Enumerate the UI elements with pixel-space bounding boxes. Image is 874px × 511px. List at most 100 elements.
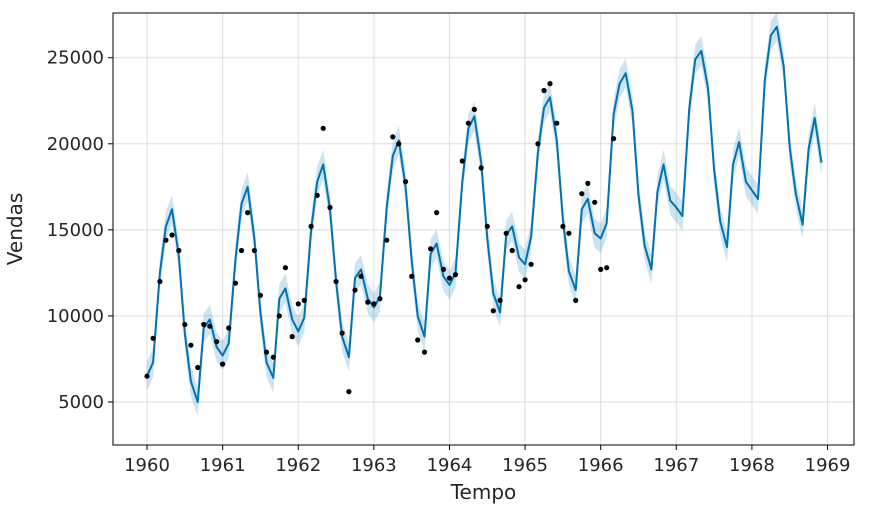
observed-point [478, 165, 484, 171]
y-tick-label: 5000 [58, 392, 104, 413]
observed-point [169, 232, 175, 238]
observed-point [579, 191, 585, 197]
observed-point [604, 265, 610, 271]
observed-point [384, 237, 390, 243]
plot-frame [112, 12, 855, 446]
y-tick-label: 25000 [47, 48, 104, 69]
observed-point [560, 223, 566, 229]
observed-point [611, 136, 617, 142]
observed-point [440, 266, 446, 272]
observed-point [214, 339, 220, 345]
observed-point [251, 247, 257, 254]
observed-point [547, 81, 553, 87]
observed-point [535, 141, 541, 147]
uncertainty-band [147, 12, 822, 417]
x-axis-label: Tempo [450, 480, 517, 504]
x-tick-label: 1969 [805, 455, 851, 476]
x-tick-label: 1963 [351, 455, 397, 476]
observed-point [409, 273, 415, 279]
observed-point [295, 301, 301, 307]
observed-point [157, 278, 163, 285]
grid-lines [113, 13, 854, 445]
observed-point [528, 261, 534, 267]
observed-point [320, 125, 326, 131]
x-tick-label: 1962 [275, 455, 321, 476]
observed-point [195, 364, 201, 371]
x-tick-label: 1967 [653, 455, 699, 476]
observed-point [585, 180, 591, 186]
observed-point [182, 321, 188, 328]
observed-point [282, 265, 288, 271]
observed-point [509, 247, 515, 254]
y-axis-label: Vendas [3, 193, 27, 265]
observed-point [566, 230, 572, 236]
observed-point [592, 199, 598, 205]
observed-point [176, 247, 182, 254]
observed-point [263, 349, 270, 355]
observed-point [541, 87, 547, 94]
x-tick-label: 1961 [200, 455, 246, 476]
x-tick-label: 1968 [729, 455, 775, 476]
observed-point [490, 308, 496, 314]
observed-point [314, 192, 320, 198]
observed-point [207, 323, 213, 329]
x-tick-label: 1965 [502, 455, 548, 476]
x-axis: 1960 1961 1962 1963 1964 1965 1966 1967 1968 1969 [124, 445, 850, 476]
observed-point [333, 278, 339, 285]
observed-point [415, 337, 421, 343]
observed-point [144, 373, 150, 379]
observed-point [390, 134, 396, 140]
observed-point [226, 325, 232, 331]
observed-points [144, 81, 617, 395]
y-tick-label: 10000 [47, 306, 104, 327]
observed-point [238, 247, 245, 254]
observed-point [188, 342, 194, 348]
observed-point [377, 296, 383, 302]
observed-point [484, 223, 490, 229]
observed-point [573, 297, 579, 303]
y-tick-label: 15000 [47, 220, 104, 241]
observed-point [516, 284, 522, 290]
observed-point [327, 204, 333, 211]
y-tick-label: 20000 [47, 134, 104, 155]
observed-point [352, 287, 358, 293]
x-tick-label: 1966 [578, 455, 624, 476]
observed-point [598, 266, 604, 272]
observed-point [497, 297, 503, 303]
observed-point [403, 179, 409, 185]
observed-point [365, 299, 371, 305]
observed-point [446, 275, 453, 281]
observed-point [301, 297, 307, 303]
observed-point [522, 277, 528, 283]
observed-point [428, 246, 434, 252]
observed-point [346, 389, 352, 395]
observed-point [421, 349, 428, 355]
forecast-line [146, 25, 823, 403]
observed-point [471, 106, 477, 112]
observed-point [289, 334, 295, 340]
observed-point [220, 361, 226, 367]
x-tick-label: 1964 [427, 455, 473, 476]
observed-point [358, 273, 364, 279]
observed-point [150, 335, 156, 341]
observed-point [434, 210, 440, 216]
observed-point [396, 141, 402, 147]
observed-point [503, 230, 509, 236]
observed-point [163, 237, 169, 243]
observed-point [339, 330, 345, 336]
observed-point [308, 223, 314, 229]
observed-point [276, 313, 282, 319]
observed-point [459, 158, 465, 164]
observed-point [554, 120, 560, 126]
observed-point [452, 272, 459, 278]
observed-point [257, 292, 263, 298]
x-tick-label: 1960 [124, 455, 170, 476]
observed-point [245, 210, 251, 216]
observed-point [201, 321, 207, 328]
observed-point [465, 120, 471, 126]
y-axis: 5000 10000 15000 20000 25000 [47, 48, 113, 413]
observed-point [270, 354, 276, 360]
observed-point [232, 280, 239, 286]
observed-point [371, 301, 377, 307]
